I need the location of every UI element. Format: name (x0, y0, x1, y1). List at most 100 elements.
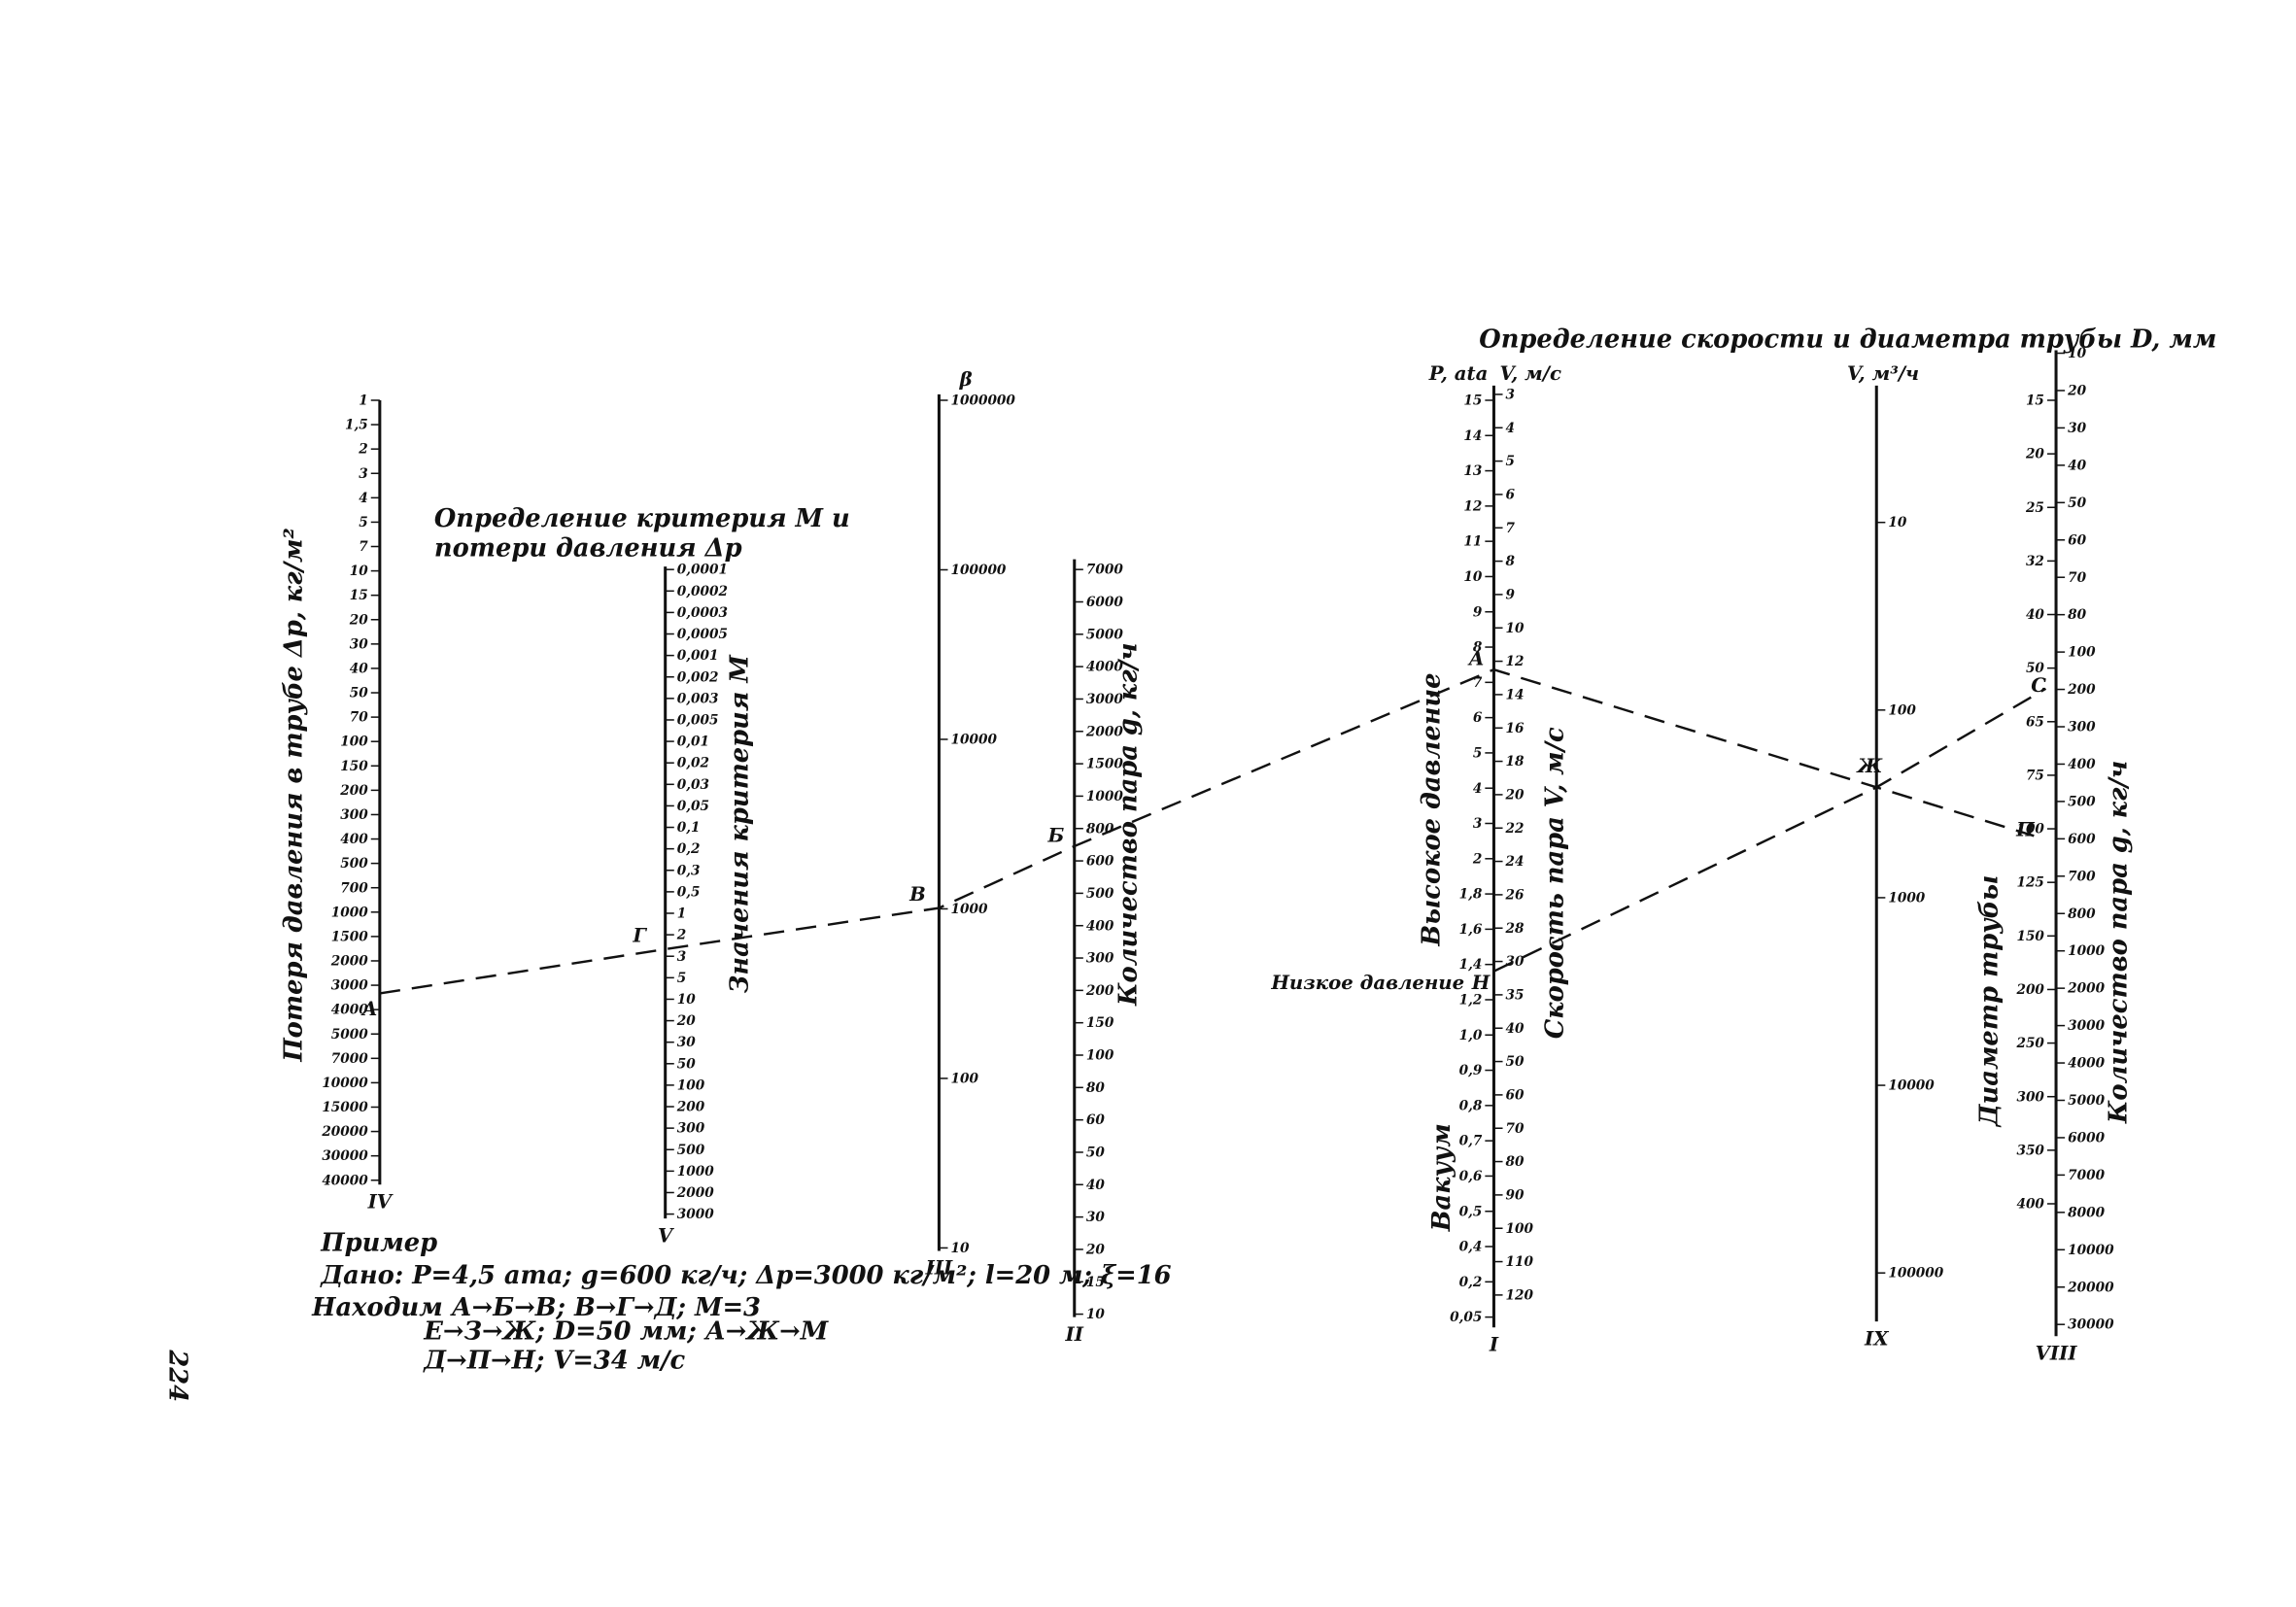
tick-label: 50 (677, 1056, 696, 1072)
tick-label: 5000 (2068, 1093, 2105, 1109)
tick-label: 13 (1463, 463, 1482, 479)
tick-label: 1000 (331, 905, 368, 920)
tick-label: 30 (2068, 421, 2086, 436)
tick-label: 7000 (1086, 563, 1123, 578)
side-label: Низкое давление (1270, 972, 1464, 994)
tick-label: 4000 (1086, 660, 1123, 675)
axis-label: Диаметр трубы (1974, 875, 2004, 1128)
tick-label: 0,6 (1459, 1169, 1483, 1184)
tick-label: 0,02 (677, 756, 709, 771)
tick-label: 10 (1888, 515, 1906, 530)
tick-label: 4000 (331, 1003, 368, 1018)
tick-label: 0,9 (1459, 1063, 1483, 1078)
tick-label: 20 (676, 1013, 696, 1029)
tick-label: 100 (340, 735, 368, 750)
tick-label: 0,0002 (677, 584, 728, 599)
tick-label: 50 (2068, 496, 2086, 511)
tick-label: 300 (2068, 720, 2096, 735)
tick-label: 250 (2015, 1036, 2044, 1051)
tick-label: 10000 (1888, 1078, 1935, 1094)
tick-label: 30 (1506, 954, 1525, 970)
tick-label: 100 (1888, 702, 1916, 718)
tick-label: 10000 (2068, 1243, 2114, 1258)
tick-label: 1000 (677, 1164, 714, 1180)
tick-label: 300 (1086, 951, 1114, 967)
tick-label: 3 (677, 949, 686, 965)
tick-label: 3000 (677, 1207, 714, 1222)
axis-label: Высокое давление (1417, 672, 1446, 946)
tick-label: 150 (2016, 929, 2044, 944)
point-label: А (360, 998, 378, 1020)
tick-label: 15 (1086, 1275, 1105, 1290)
tick-label: 25 (2025, 500, 2044, 516)
tick-label: 1000 (1086, 789, 1123, 804)
tick-label: 7000 (2068, 1168, 2105, 1183)
tick-label: 0,01 (677, 735, 709, 750)
tick-label: 8000 (2068, 1205, 2105, 1220)
tick-label: 4 (1473, 781, 1482, 797)
axis-top-label: V, м³/ч (1847, 362, 1919, 385)
tick-label: 30000 (2068, 1317, 2114, 1333)
tick-label: 35 (1506, 987, 1525, 1003)
tick-label: 11 (1463, 534, 1482, 550)
axis-numeral: III (925, 1257, 953, 1280)
tick-label: 32 (2026, 554, 2044, 569)
tick-label: 0,001 (677, 648, 719, 664)
example-line: Д→П→Н; V=34 м/с (423, 1347, 685, 1376)
tick-label: 30 (350, 636, 368, 652)
tick-label: 400 (1086, 918, 1114, 934)
tick-label: 18 (1506, 754, 1525, 769)
point-label: П (2015, 818, 2036, 840)
page-number: 224 (162, 1349, 191, 1402)
tick-label: 300 (2016, 1089, 2044, 1105)
tick-label: 0,03 (677, 777, 709, 793)
tick-label: 30 (1086, 1210, 1105, 1225)
tick-label: 50 (2026, 661, 2044, 676)
example-line: Е→З→Ж; D=50 мм; А→Ж→М (423, 1316, 829, 1346)
tick-label: 350 (2016, 1143, 2044, 1158)
tick-label: 100 (1506, 1221, 1534, 1237)
tick-label: 10 (1506, 621, 1525, 636)
tick-label: 70 (2068, 570, 2086, 586)
tick-label: 40 (2026, 607, 2044, 623)
axis-top-label: β (959, 368, 973, 391)
tick-label: 3 (1473, 816, 1482, 832)
tick-label: 50 (350, 686, 368, 701)
tick-label: 65 (2026, 714, 2044, 730)
axis-top-label: V, м/с (1500, 362, 1561, 385)
tick-label: 0,5 (677, 884, 701, 900)
tick-label: 90 (1506, 1187, 1525, 1203)
tick-label: 20 (349, 612, 368, 628)
tick-label: 100 (1086, 1048, 1114, 1064)
tick-label: 10000 (322, 1076, 368, 1091)
tick-label: 1,2 (1459, 993, 1483, 1009)
right-title: Определение скорости и диаметра трубы D,… (1479, 325, 2216, 354)
example-line: Дано: P=4,5 ата; g=600 кг/ч; Δp=3000 кг/… (320, 1261, 1171, 1290)
tick-label: 5 (359, 515, 367, 530)
tick-label: 100 (951, 1071, 979, 1086)
tick-label: 0,3 (677, 863, 701, 878)
tick-label: 300 (677, 1121, 705, 1137)
tick-label: 0,0005 (677, 627, 728, 642)
point-label: С (2031, 674, 2046, 697)
tick-label: 5 (1473, 745, 1482, 761)
axis-top-label: P, ata (1428, 362, 1489, 385)
tick-label: 600 (2068, 832, 2096, 847)
tick-label: 20 (1505, 787, 1525, 803)
tick-label: 150 (340, 759, 368, 774)
tick-label: 100 (677, 1077, 705, 1093)
tick-label: 5 (1506, 454, 1515, 469)
tick-label: 100000 (1888, 1266, 1943, 1282)
tick-label: 60 (1506, 1087, 1525, 1103)
tick-label: 0,0001 (677, 563, 728, 578)
tick-label: 700 (340, 880, 368, 896)
axis-numeral: V (658, 1224, 674, 1247)
axis-numeral: IV (367, 1191, 394, 1214)
tick-label: 10 (1463, 569, 1482, 585)
point-label: А (1467, 648, 1485, 670)
tick-label: 2 (1472, 851, 1482, 867)
tick-label: 40 (1506, 1021, 1525, 1037)
point-label: Г (632, 924, 647, 946)
tick-label: 26 (1505, 887, 1525, 903)
